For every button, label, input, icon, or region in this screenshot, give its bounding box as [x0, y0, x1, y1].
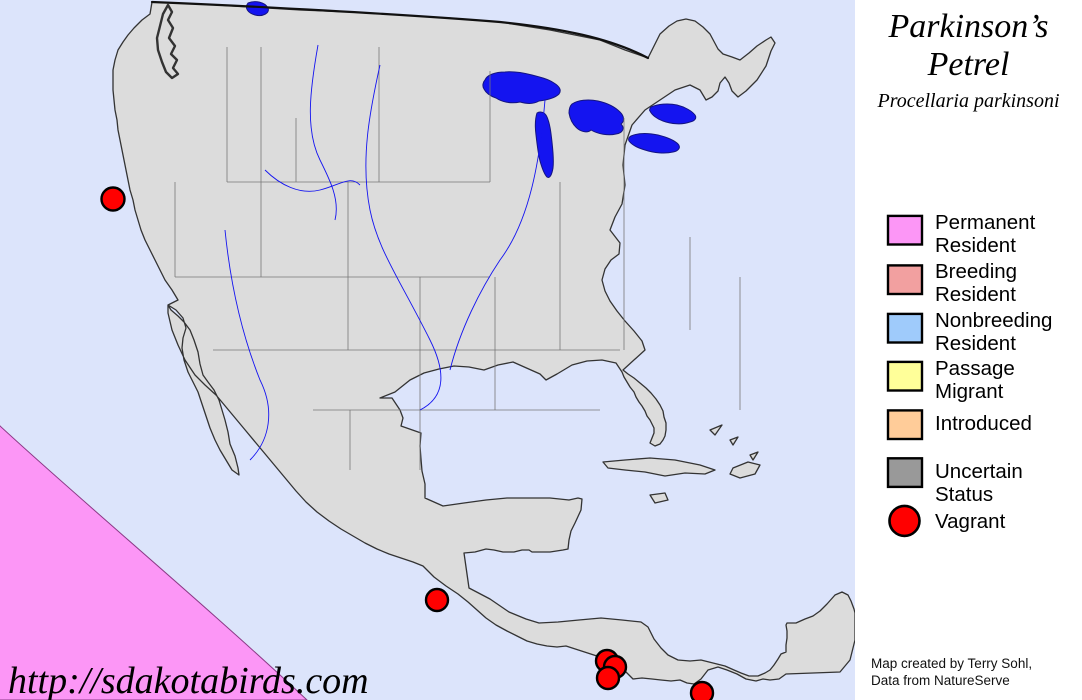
svg-text:Resident: Resident — [935, 283, 1016, 306]
svg-text:Introduced: Introduced — [935, 412, 1032, 435]
svg-text:Uncertain: Uncertain — [935, 460, 1023, 483]
svg-text:Passage: Passage — [935, 357, 1015, 380]
svg-text:Vagrant: Vagrant — [935, 510, 1006, 533]
svg-text:http://sdakotabirds.com: http://sdakotabirds.com — [8, 660, 369, 700]
svg-text:Status: Status — [935, 483, 993, 506]
svg-text:Resident: Resident — [935, 234, 1016, 257]
svg-text:Migrant: Migrant — [935, 380, 1004, 403]
svg-text:Resident: Resident — [935, 332, 1016, 355]
svg-text:Permanent: Permanent — [935, 211, 1036, 234]
svg-text:Breeding: Breeding — [935, 260, 1017, 283]
svg-text:Nonbreeding: Nonbreeding — [935, 309, 1052, 332]
